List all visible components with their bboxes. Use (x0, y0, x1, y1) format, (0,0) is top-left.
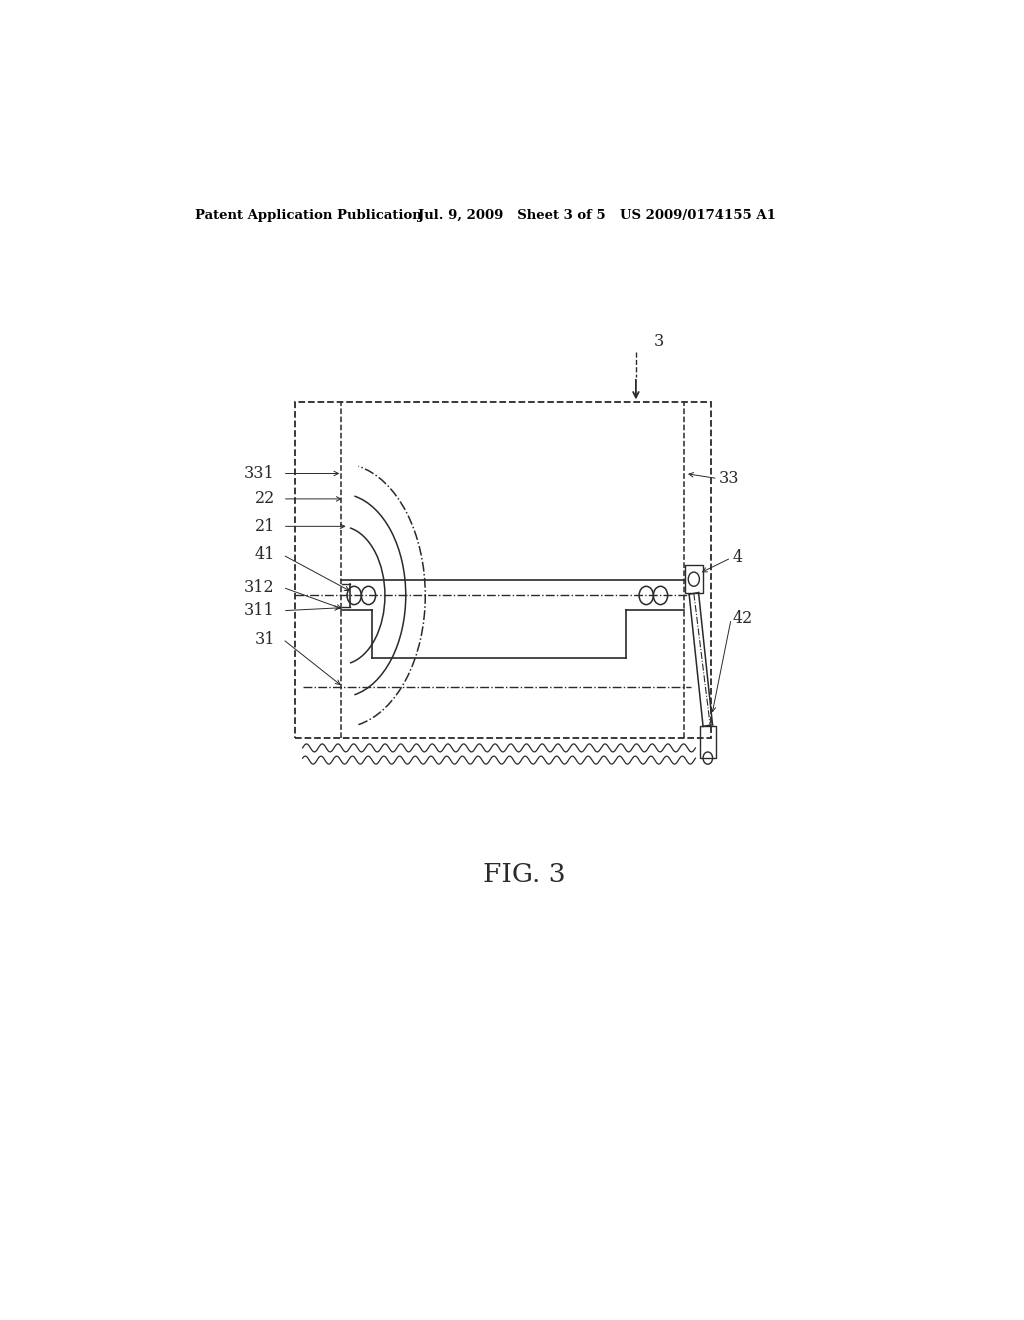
Text: 33: 33 (719, 470, 739, 487)
Text: 3: 3 (653, 333, 664, 350)
Text: 311: 311 (244, 602, 274, 619)
Bar (295, 403, 712, 738)
Text: 42: 42 (733, 610, 753, 627)
Text: 41: 41 (254, 546, 274, 564)
Bar (685, 565, 702, 594)
Bar (699, 726, 716, 758)
Text: US 2009/0174155 A1: US 2009/0174155 A1 (620, 210, 776, 222)
Text: 331: 331 (244, 465, 274, 482)
Text: Patent Application Publication: Patent Application Publication (196, 210, 422, 222)
Text: FIG. 3: FIG. 3 (483, 862, 566, 887)
Text: 21: 21 (254, 517, 274, 535)
Text: 31: 31 (254, 631, 274, 648)
Text: 4: 4 (733, 549, 742, 566)
Text: 22: 22 (255, 491, 274, 507)
Text: 312: 312 (244, 579, 274, 595)
Text: Jul. 9, 2009   Sheet 3 of 5: Jul. 9, 2009 Sheet 3 of 5 (418, 210, 605, 222)
